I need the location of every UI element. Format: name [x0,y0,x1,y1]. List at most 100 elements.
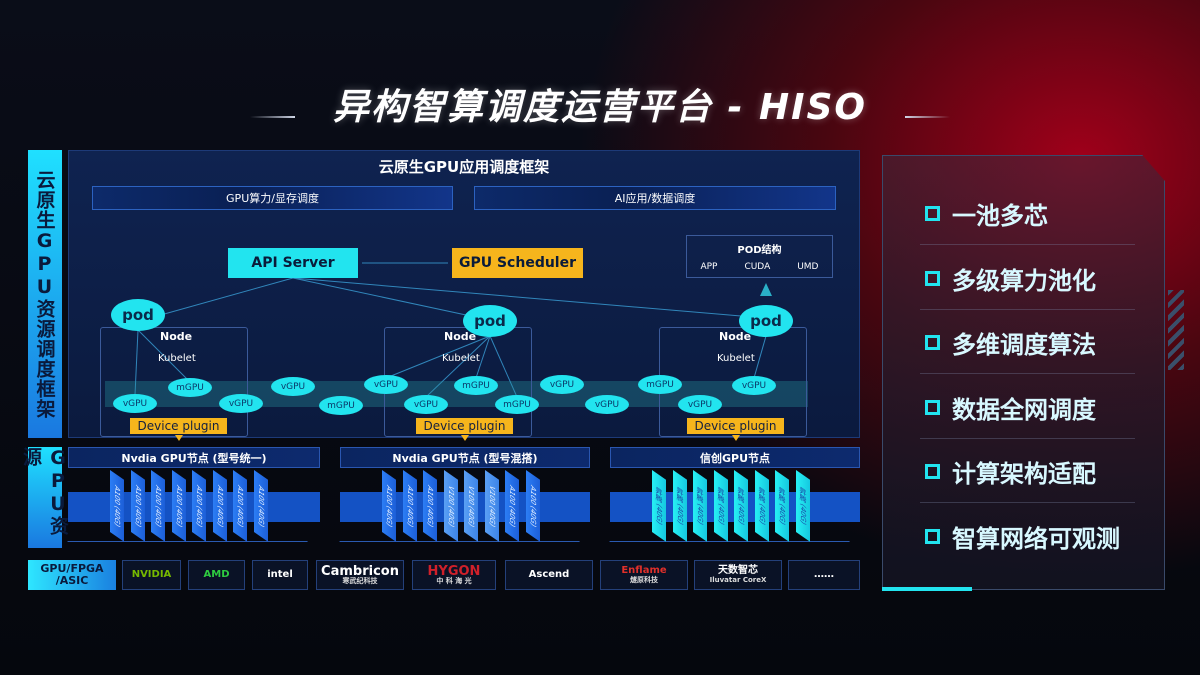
gpu-scheduler-box: GPU Scheduler [452,248,583,278]
vendor-sub: 中 科 海 光 [436,577,472,586]
gpu-unit-vgpu: vGPU [678,395,722,414]
pod-item-cuda: CUDA [744,262,771,272]
vendor-logo-5: HYGON 中 科 海 光 [412,560,496,590]
gpu-card: A100 (40G) [192,470,206,542]
vendor-name: NVIDIA [131,568,172,580]
checkbox-icon [925,206,940,221]
feature-item-5: 计算架构适配 [925,454,1096,489]
vendor-name: intel [267,568,293,580]
feature-divider [920,373,1135,374]
title-line-left [250,116,295,118]
gpu-card: A100 (40G) [402,470,417,542]
node-label: Node [719,330,752,343]
vendor-logo-6: Ascend [505,560,593,590]
vendor-name: HYGON [427,563,481,579]
gpu-unit-vgpu: vGPU [585,395,629,414]
gpu-unit-mgpu: mGPU [638,375,682,394]
vendor-name: …… [814,568,834,580]
feature-divider [920,437,1135,439]
gpu-card: A100 (40G) [233,470,247,542]
panel-decor-stripes [1168,290,1184,370]
gpu-node-title-1: Nvdia GPU节点 (型号统一) [68,447,320,468]
kubelet-label: Kubelet [717,353,755,364]
checkbox-icon [925,335,940,350]
gpu-card: A100 (40G) [212,470,227,542]
gpu-unit-vgpu: vGPU [364,375,408,394]
gpu-card: 昇腾 (40G) [734,470,748,542]
gpu-unit-vgpu: vGPU [540,375,584,394]
feature-divider [920,502,1135,503]
gpu-unit-vgpu: vGPU [404,395,448,414]
feature-label: 智算网络可观测 [952,524,1120,553]
feature-item-4: 数据全网调度 [925,390,1096,425]
gpu-card: V100 (40G) [464,470,478,542]
api-server-box: API Server [228,248,358,278]
gpu-unit-vgpu: vGPU [271,377,315,396]
device-plugin-3: Device plugin [687,418,784,434]
gpu-unit-mgpu: mGPU [454,376,498,395]
pod-item-umd: UMD [797,262,819,272]
gpu-card: 昇腾 (40G) [795,470,810,542]
gpu-node-title-2: Nvdia GPU节点 (型号混搭) [340,447,590,468]
feature-label: 一池多芯 [952,202,1048,230]
node-label: Node [444,330,477,343]
feature-item-1: 一池多芯 [925,196,1048,231]
gpu-card: A100 (40G) [130,470,145,542]
framework-side-label: 云原生GPU资源调度框架 [28,150,62,438]
gpu-card: 昇腾 (40G) [693,470,707,542]
gpu-unit-vgpu: vGPU [219,394,263,413]
arrow-down-icon [732,435,740,441]
feature-item-6: 智算网络可观测 [925,519,1120,554]
vendor-logo-3: intel [252,560,308,590]
gpu-resources-side-label: GPU资源 [20,447,69,548]
vendor-name: Enflame [621,565,667,577]
bar-gpu-scheduling: GPU算力/显存调度 [92,186,453,210]
vendor-logo-4: Cambricon 寒武纪科技 [316,560,404,590]
gpu-card: 昇腾 (40G) [775,470,789,542]
vendor-row-label: GPU/FPGA /ASIC [28,560,116,590]
gpu-card: A100 (40G) [505,470,519,542]
pod-structure-title: POD结构 [737,245,782,256]
vendor-logo-8: 天数智芯 Iluvatar CoreX [694,560,782,590]
gpu-card: A100 (40G) [382,470,396,542]
pod-3: pod [739,305,793,337]
feature-item-2: 多级算力池化 [925,261,1096,296]
gpu-card: A100 (40G) [423,470,437,542]
gpu-unit-vgpu: vGPU [113,394,157,413]
vendor-logo-9: …… [788,560,860,590]
gpu-card: 昇腾 (40G) [713,470,728,542]
device-plugin-2: Device plugin [416,418,513,434]
gpu-unit-vgpu: vGPU [732,376,776,395]
gpu-unit-mgpu: mGPU [495,395,539,414]
feature-item-3: 多维调度算法 [925,325,1096,360]
pod-1: pod [111,299,165,331]
gpu-unit-mgpu: mGPU [319,396,363,415]
features-panel [882,155,1165,590]
arrow-down-icon [461,435,469,441]
pod-structure-box: POD结构 APP CUDA UMD [686,235,833,278]
feature-label: 多级算力池化 [952,266,1096,295]
device-plugin-1: Device plugin [130,418,227,434]
checkbox-icon [925,270,940,286]
gpu-card: 昇腾 (40G) [652,470,666,542]
kubelet-label: Kubelet [442,353,480,364]
bar-ai-data-scheduling: AI应用/数据调度 [474,186,836,210]
feature-label: 计算架构适配 [952,460,1096,488]
gpu-card: V100 (40G) [443,470,458,542]
page-title: 异构智算调度运营平台 - HISO [332,87,868,128]
gpu-card: V100 (40G) [484,470,499,542]
vendor-sub: Iluvatar CoreX [709,575,767,584]
gpu-node-title-3: 信创GPU节点 [610,447,860,468]
checkbox-icon [925,464,940,479]
gpu-unit-mgpu: mGPU [168,378,212,397]
checkbox-icon [925,528,940,544]
vendor-name: AMD [203,568,230,580]
feature-label: 数据全网调度 [952,395,1096,424]
gpu-card: A100 (40G) [110,470,124,542]
panel-decor-accent [882,587,972,591]
gpu-card: 昇腾 (40G) [672,470,687,542]
gpu-card: A100 (40G) [253,470,268,542]
vendor-logo-1: NVIDIA [122,560,181,590]
gpu-card: 昇腾 (40G) [754,470,769,542]
